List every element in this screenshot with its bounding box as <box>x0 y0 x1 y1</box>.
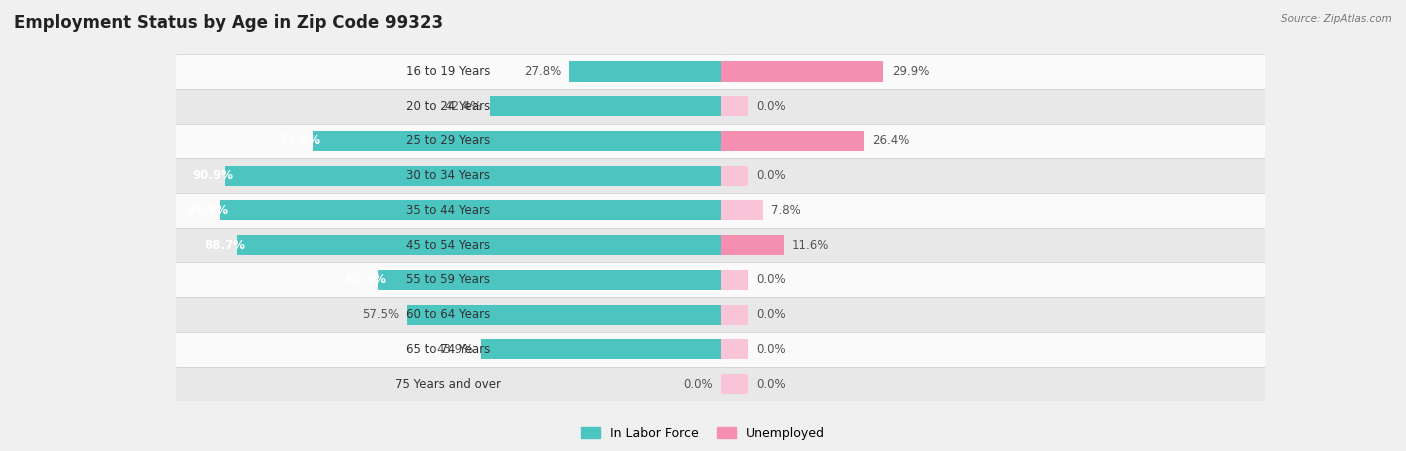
Legend: In Labor Force, Unemployed: In Labor Force, Unemployed <box>576 422 830 445</box>
Bar <box>378 270 720 290</box>
Text: 42.4%: 42.4% <box>444 100 481 113</box>
Bar <box>720 124 1265 158</box>
Text: 75 Years and over: 75 Years and over <box>395 377 501 391</box>
Bar <box>176 228 720 262</box>
Bar <box>312 131 720 151</box>
Bar <box>720 297 1265 332</box>
Bar <box>720 89 1265 124</box>
Bar <box>720 367 1265 401</box>
Text: 0.0%: 0.0% <box>756 169 786 182</box>
Bar <box>720 96 748 116</box>
Bar <box>489 96 720 116</box>
Bar <box>176 124 720 158</box>
Bar <box>720 262 1265 297</box>
Bar <box>720 235 783 255</box>
Text: 90.9%: 90.9% <box>193 169 233 182</box>
Bar <box>176 262 720 297</box>
Text: 45 to 54 Years: 45 to 54 Years <box>406 239 491 252</box>
Bar <box>720 332 1265 367</box>
Bar <box>176 158 720 193</box>
Text: 0.0%: 0.0% <box>756 343 786 356</box>
Bar <box>720 200 763 221</box>
Text: 30 to 34 Years: 30 to 34 Years <box>406 169 491 182</box>
Text: 29.9%: 29.9% <box>891 65 929 78</box>
Text: 60 to 64 Years: 60 to 64 Years <box>406 308 491 321</box>
Bar <box>176 367 720 401</box>
Bar <box>720 166 748 186</box>
Text: Employment Status by Age in Zip Code 99323: Employment Status by Age in Zip Code 993… <box>14 14 443 32</box>
Bar <box>720 339 748 359</box>
Text: 25 to 29 Years: 25 to 29 Years <box>406 134 491 147</box>
Bar <box>225 166 720 186</box>
Bar <box>720 193 1265 228</box>
Text: 11.6%: 11.6% <box>792 239 830 252</box>
Text: 74.9%: 74.9% <box>280 134 321 147</box>
Bar <box>720 374 748 394</box>
Bar <box>569 61 720 82</box>
Bar <box>720 158 1265 193</box>
Text: 27.8%: 27.8% <box>523 65 561 78</box>
Text: 7.8%: 7.8% <box>772 204 801 217</box>
Bar <box>720 54 1265 89</box>
Bar <box>408 304 720 325</box>
Bar <box>720 131 865 151</box>
Text: 43.9%: 43.9% <box>436 343 474 356</box>
Text: 0.0%: 0.0% <box>756 273 786 286</box>
Text: Source: ZipAtlas.com: Source: ZipAtlas.com <box>1281 14 1392 23</box>
Text: 57.5%: 57.5% <box>361 308 399 321</box>
Bar <box>219 200 720 221</box>
Text: 35 to 44 Years: 35 to 44 Years <box>406 204 491 217</box>
Text: 62.9%: 62.9% <box>344 273 387 286</box>
Text: 65 to 74 Years: 65 to 74 Years <box>406 343 491 356</box>
Text: 91.9%: 91.9% <box>187 204 228 217</box>
Bar <box>176 297 720 332</box>
Text: 0.0%: 0.0% <box>756 377 786 391</box>
Bar <box>176 89 720 124</box>
Bar <box>720 304 748 325</box>
Text: 26.4%: 26.4% <box>873 134 910 147</box>
Bar <box>176 54 720 89</box>
Bar <box>238 235 720 255</box>
Bar <box>481 339 720 359</box>
Bar <box>720 228 1265 262</box>
Bar <box>720 270 748 290</box>
Text: 55 to 59 Years: 55 to 59 Years <box>406 273 491 286</box>
Text: 0.0%: 0.0% <box>683 377 713 391</box>
Text: 0.0%: 0.0% <box>756 100 786 113</box>
Text: 0.0%: 0.0% <box>756 308 786 321</box>
Bar <box>720 61 883 82</box>
Text: 88.7%: 88.7% <box>204 239 246 252</box>
Text: 20 to 24 Years: 20 to 24 Years <box>406 100 491 113</box>
Bar <box>176 332 720 367</box>
Bar <box>176 193 720 228</box>
Text: 16 to 19 Years: 16 to 19 Years <box>406 65 491 78</box>
